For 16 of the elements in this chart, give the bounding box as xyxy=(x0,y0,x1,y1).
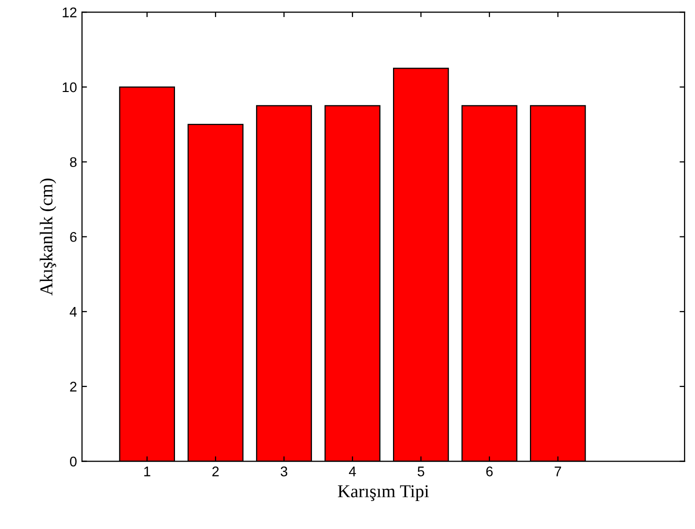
y-tick-label: 6 xyxy=(70,232,77,242)
x-tick-label: 6 xyxy=(486,466,493,476)
y-tick-label: 8 xyxy=(70,157,77,168)
y-tick-label: 12 xyxy=(62,8,76,18)
x-tick-label: 1 xyxy=(144,466,150,476)
y-tick-label: 0 xyxy=(70,456,77,466)
x-tick-label: 3 xyxy=(280,466,288,476)
y-tick-label: 10 xyxy=(62,82,77,92)
x-tick-label: 4 xyxy=(348,466,356,476)
x-tick-label: 2 xyxy=(212,466,219,476)
y-tick-label: 4 xyxy=(70,307,77,317)
x-axis-title: Karışım Tipi xyxy=(338,485,429,502)
y-tick-label: 2 xyxy=(70,382,76,392)
x-tick-label: 5 xyxy=(418,466,424,476)
y-axis-title: Akışkanlık (cm) xyxy=(40,178,56,296)
x-tick-label: 7 xyxy=(554,466,562,476)
